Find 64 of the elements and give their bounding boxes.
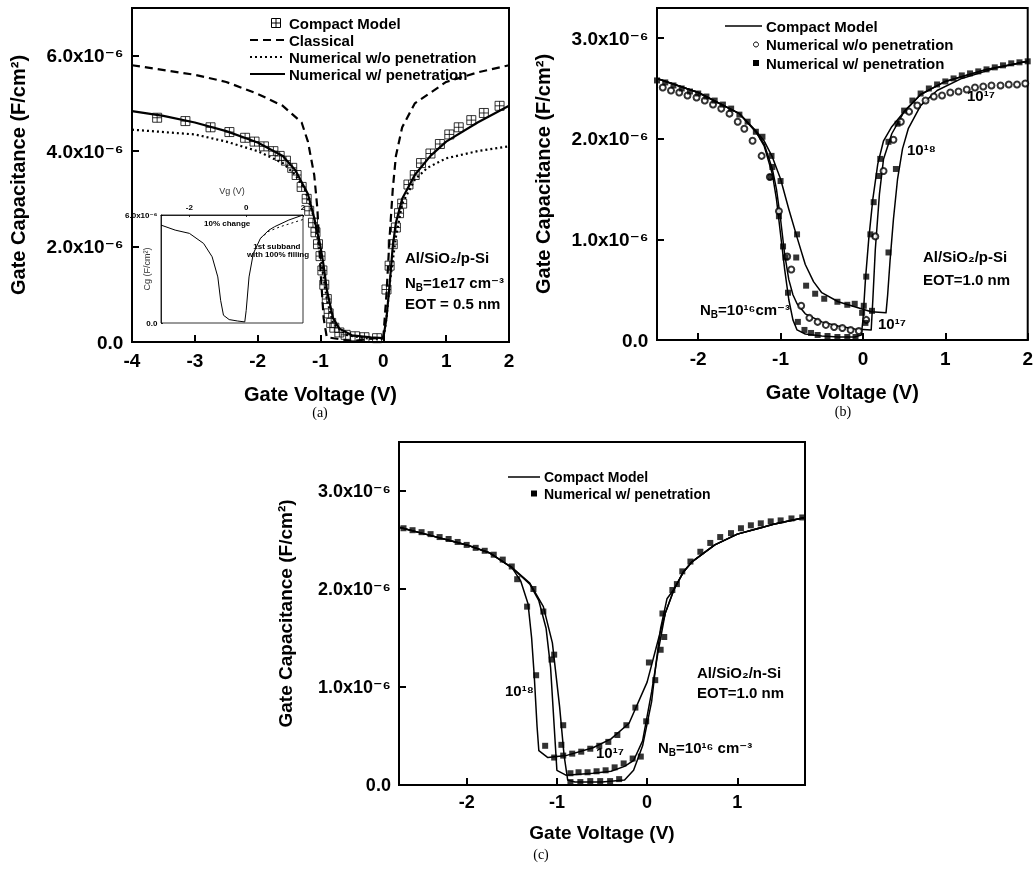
- legend-label: Numerical w/ penetration: [544, 485, 711, 502]
- y-tick-label: 2.0x10⁻⁶: [318, 579, 391, 599]
- legend-label: Numerical w/o penetration: [766, 36, 954, 53]
- legend-label: Compact Model: [289, 14, 401, 32]
- y-tick-label: 6.0x10⁻⁶: [46, 45, 124, 67]
- legend-label: Numerical w/ penetration: [766, 54, 945, 72]
- x-axis-title: Vg (V): [219, 185, 245, 196]
- x-tick-label: -2: [249, 349, 267, 371]
- y-tick-label: 1.0x10⁻⁶: [318, 677, 391, 697]
- y-tick-label: 0.0: [622, 329, 649, 351]
- y-tick-label: 0.0: [97, 331, 124, 353]
- x-tick-label: 0: [857, 347, 869, 369]
- x-tick-label: 1: [732, 792, 743, 813]
- x-tick-label: -4: [123, 349, 141, 371]
- text: (b): [834, 403, 852, 420]
- y-tick-label: 2.0x10⁻⁶: [46, 236, 124, 258]
- x-tick-label: -1: [772, 347, 790, 369]
- y-axis-title: Gate Capacitance (F/cm²): [532, 53, 554, 295]
- x-tick-label: 1: [440, 349, 452, 371]
- legend-label: Compact Model: [766, 17, 878, 35]
- annotation: EOT = 0.5 nm: [405, 295, 501, 312]
- x-axis-title: Gate Voltage (V): [765, 381, 919, 403]
- annotation: Al/SiO₂/n-Si: [697, 664, 782, 681]
- y-axis-title: Gate Capacitance (F/cm²): [7, 54, 29, 296]
- legend-label: Compact Model: [544, 469, 649, 485]
- annotation: 10¹⁷: [967, 87, 995, 104]
- legend-label: Numerical w/o penetration: [289, 48, 477, 66]
- y-axis-title: Cg (F/cm²): [141, 247, 152, 291]
- y-tick-label: 0.0: [146, 318, 158, 328]
- x-axis-title: Gate Voltage (V): [529, 822, 675, 843]
- x-axis-title: Gate Voltage (V): [244, 383, 397, 405]
- x-tick-label: -2: [185, 202, 194, 212]
- annotation: EOT=1.0 nm: [697, 684, 785, 701]
- y-tick-label: 4.0x10⁻⁶: [46, 140, 124, 162]
- y-tick-label: 2.0x10⁻⁶: [571, 128, 649, 150]
- y-tick-label: 3.0x10⁻⁶: [318, 481, 391, 501]
- x-tick-label: 1: [940, 347, 952, 369]
- y-tick-label: 3.0x10⁻⁶: [571, 27, 649, 49]
- annotation: Al/SiO₂/p-Si: [405, 249, 490, 266]
- annotation: Al/SiO₂/p-Si: [923, 248, 1008, 265]
- x-tick-label: 0: [378, 349, 389, 371]
- x-tick-label: -1: [548, 792, 565, 813]
- annotation: 10¹⁷: [596, 744, 624, 761]
- legend-label: Numerical w/ penetration: [289, 65, 468, 83]
- annotation: 10¹⁸: [907, 141, 936, 158]
- text: (c): [533, 846, 550, 863]
- x-tick-label: -1: [312, 349, 330, 371]
- x-tick-label: -2: [689, 347, 707, 369]
- annotation: 10¹⁷: [878, 315, 906, 332]
- y-axis-title: Gate Capacitance (F/cm²): [275, 499, 296, 728]
- legend-label: Classical: [289, 31, 355, 49]
- x-tick-label: -2: [458, 792, 475, 813]
- x-tick-label: 0: [642, 792, 653, 813]
- x-tick-label: -3: [186, 349, 204, 371]
- annotation: 10¹⁸: [505, 682, 534, 699]
- y-tick-label: 0.0: [365, 775, 391, 795]
- y-tick-label: 1.0x10⁻⁶: [571, 228, 649, 250]
- text: (a): [312, 404, 329, 421]
- annotation: EOT=1.0 nm: [923, 271, 1011, 288]
- x-tick-label: 2: [1022, 347, 1034, 369]
- x-tick-label: 2: [300, 202, 306, 212]
- x-tick-label: 2: [503, 349, 515, 371]
- annotation: 10% change: [204, 218, 251, 228]
- x-tick-label: 0: [243, 202, 249, 212]
